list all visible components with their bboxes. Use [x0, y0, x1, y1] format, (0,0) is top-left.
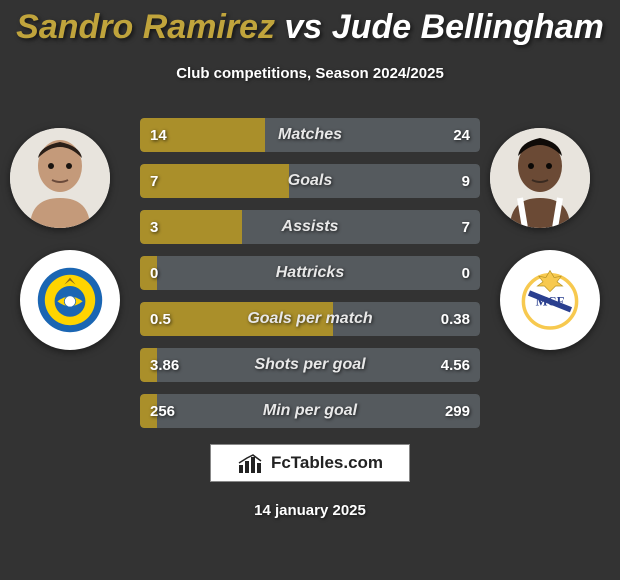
stat-row: 1424Matches [140, 118, 480, 152]
club1-badge [20, 250, 120, 350]
person-icon [10, 128, 110, 228]
stat-row: 3.864.56Shots per goal [140, 348, 480, 382]
stat-label: Hattricks [140, 256, 480, 290]
stat-row: 00Hattricks [140, 256, 480, 290]
chart-bars-icon [237, 453, 265, 473]
stat-label: Matches [140, 118, 480, 152]
comparison-title: Sandro Ramirez vs Jude Bellingham [0, 0, 620, 47]
vs-label: vs [284, 8, 322, 46]
stat-row: 37Assists [140, 210, 480, 244]
player2-name: Jude Bellingham [332, 8, 604, 46]
stat-label: Goals [140, 164, 480, 198]
logo-text: FcTables.com [271, 453, 383, 473]
stat-label: Min per goal [140, 394, 480, 428]
player1-avatar [10, 128, 110, 228]
crest-icon: MCF [515, 265, 585, 335]
stat-row: 79Goals [140, 164, 480, 198]
player1-name: Sandro Ramirez [16, 8, 275, 46]
club2-badge: MCF [500, 250, 600, 350]
stat-row: 256299Min per goal [140, 394, 480, 428]
player2-avatar [490, 128, 590, 228]
svg-text:MCF: MCF [536, 295, 565, 309]
person-icon [490, 128, 590, 228]
shield-icon [35, 265, 105, 335]
date: 14 january 2025 [0, 502, 620, 519]
stat-label: Goals per match [140, 302, 480, 336]
site-logo: FcTables.com [210, 444, 410, 482]
stats-container: 1424Matches 79Goals 37Assists 00Hattricks 0.… [140, 118, 480, 440]
stat-row: 0.50.38Goals per match [140, 302, 480, 336]
stat-label: Shots per goal [140, 348, 480, 382]
stat-label: Assists [140, 210, 480, 244]
subtitle: Club competitions, Season 2024/2025 [0, 65, 620, 82]
